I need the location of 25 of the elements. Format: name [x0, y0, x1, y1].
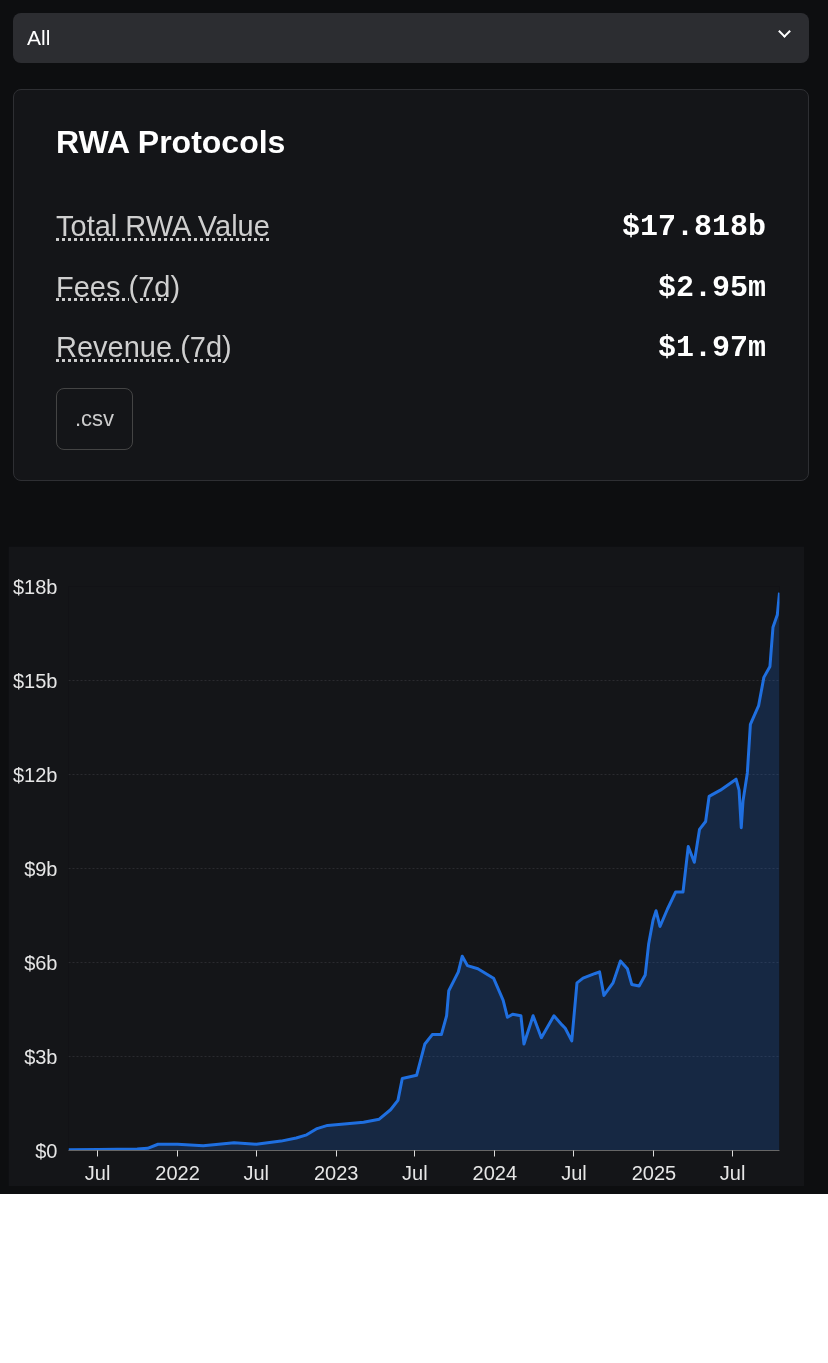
text: Revenue (7d): [56, 330, 232, 366]
y-tick-label: $12b: [13, 763, 58, 786]
y-tick-label: $9b: [24, 857, 58, 880]
y-tick-label: $15b: [13, 669, 58, 692]
text: $1.97m: [657, 330, 766, 368]
x-tick-label: 2023: [313, 1161, 359, 1184]
text: All: [27, 25, 51, 51]
text: Total RWA Value: [56, 208, 270, 244]
chart-title: RWA Protocols: [56, 123, 287, 162]
x-tick-label: Jul: [243, 1161, 270, 1184]
x-tick-label: 2022: [155, 1161, 200, 1184]
text: .csv: [56, 388, 134, 450]
y-tick-label: $18b: [13, 575, 58, 598]
y-tick-label: $0: [35, 1139, 58, 1162]
y-tick-label: $6b: [24, 951, 58, 974]
x-tick-label: 2025: [631, 1161, 677, 1184]
y-tick-label: $3b: [24, 1045, 58, 1068]
x-tick-label: Jul: [402, 1161, 428, 1184]
text: $2.95m: [657, 269, 766, 307]
x-tick-label: Jul: [84, 1161, 111, 1184]
text: Fees (7d): [56, 269, 181, 305]
x-tick-label: Jul: [719, 1161, 746, 1184]
text: $17.818b: [621, 208, 766, 246]
x-tick-label: 2024: [472, 1161, 518, 1184]
x-tick-label: Jul: [561, 1161, 587, 1184]
